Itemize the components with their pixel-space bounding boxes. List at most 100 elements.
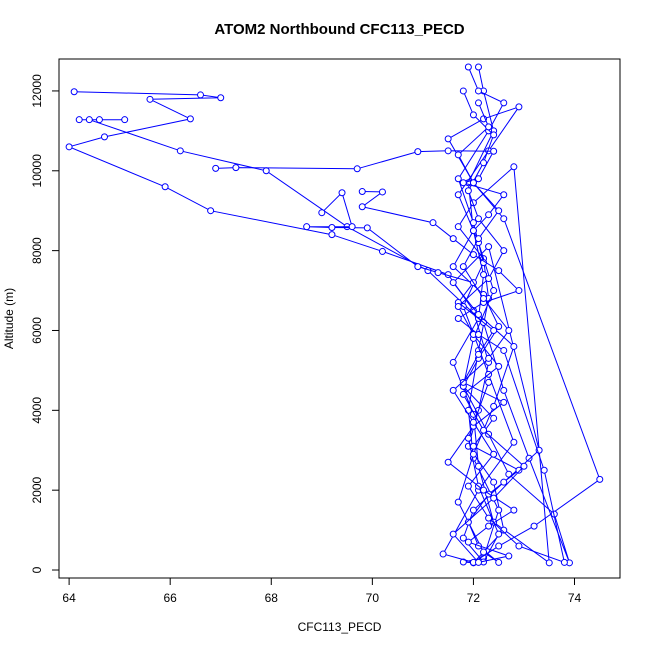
data-point (469, 251, 477, 259)
data-point (500, 191, 508, 199)
data-point (480, 486, 488, 494)
data-point (449, 358, 457, 366)
data-point (454, 175, 462, 183)
data-point (490, 478, 498, 486)
data-point (480, 159, 488, 167)
data-point (454, 315, 462, 322)
data-point (338, 189, 346, 197)
data-point (318, 209, 326, 217)
data-point (459, 263, 467, 271)
data-point (515, 287, 523, 295)
data-series (358, 99, 568, 566)
data-point (485, 514, 493, 522)
data-point (490, 450, 498, 458)
chart-title: ATOM2 Northbound CFC113_PECD (214, 21, 464, 38)
y-tick-label: 6000 (30, 317, 44, 344)
data-point (485, 354, 493, 362)
data-point (490, 414, 498, 422)
data-point (454, 498, 462, 506)
data-point (353, 165, 361, 173)
data-point (480, 426, 488, 434)
data-point (515, 466, 523, 474)
data-point (500, 346, 508, 354)
data-point (449, 263, 457, 271)
data-point (474, 215, 482, 223)
data-point (434, 269, 442, 277)
data-point (469, 506, 477, 514)
data-point (495, 322, 503, 330)
data-point (560, 558, 568, 566)
data-point (454, 151, 462, 159)
series-line (67, 66, 550, 564)
x-tick-label: 66 (164, 591, 178, 605)
data-point (474, 235, 482, 243)
data-point (515, 542, 523, 550)
data-series (303, 87, 528, 566)
data-point (510, 438, 518, 446)
data-point (217, 94, 225, 102)
data-point (510, 342, 518, 350)
data-point (197, 91, 205, 99)
data-point (500, 99, 508, 107)
data-point (596, 475, 604, 483)
series-layer (65, 63, 604, 567)
data-point (490, 131, 498, 139)
data-point (121, 116, 129, 124)
data-point (449, 386, 457, 394)
data-point (495, 267, 503, 275)
data-point (480, 295, 488, 303)
data-point (454, 223, 462, 231)
data-point (485, 211, 493, 219)
data-point (469, 179, 477, 187)
data-point (485, 378, 493, 386)
data-point (510, 506, 518, 514)
x-tick-label: 68 (265, 591, 279, 605)
data-point (474, 462, 482, 470)
data-point (70, 88, 78, 96)
x-axis-label: CFC113_PECD (298, 620, 382, 634)
data-point (505, 552, 513, 560)
data-point (500, 386, 508, 394)
data-point (459, 390, 467, 398)
data-point (100, 133, 108, 141)
data-point (490, 147, 498, 155)
data-point (65, 143, 73, 151)
data-point (515, 103, 523, 111)
data-point (444, 147, 452, 155)
x-tick-label: 64 (62, 591, 76, 605)
data-point (510, 163, 518, 171)
data-point (232, 164, 240, 172)
data-point (439, 550, 447, 558)
data-point (328, 231, 336, 239)
data-point (464, 518, 472, 526)
data-point (500, 526, 508, 534)
series-line (361, 102, 566, 564)
data-point (328, 223, 336, 231)
data-point (378, 247, 386, 255)
data-point (495, 558, 503, 566)
data-point (490, 402, 498, 410)
y-tick-label: 8000 (30, 237, 44, 264)
data-point (414, 148, 422, 156)
data-point (146, 95, 154, 103)
data-point (449, 279, 457, 287)
data-point (474, 330, 482, 338)
data-point (495, 362, 503, 370)
data-point (459, 179, 467, 187)
data-point (95, 116, 103, 124)
data-point (520, 462, 528, 470)
data-point (490, 494, 498, 502)
x-tick-label: 70 (366, 591, 380, 605)
data-point (469, 227, 477, 235)
data-point (207, 207, 215, 215)
data-point (485, 522, 493, 530)
data-point (490, 326, 498, 334)
data-point (500, 478, 508, 486)
data-point (358, 203, 366, 211)
data-point (485, 275, 493, 283)
data-point (469, 450, 477, 458)
data-point (505, 326, 513, 334)
data-point (480, 548, 488, 556)
data-point (474, 311, 482, 319)
data-point (469, 219, 477, 227)
